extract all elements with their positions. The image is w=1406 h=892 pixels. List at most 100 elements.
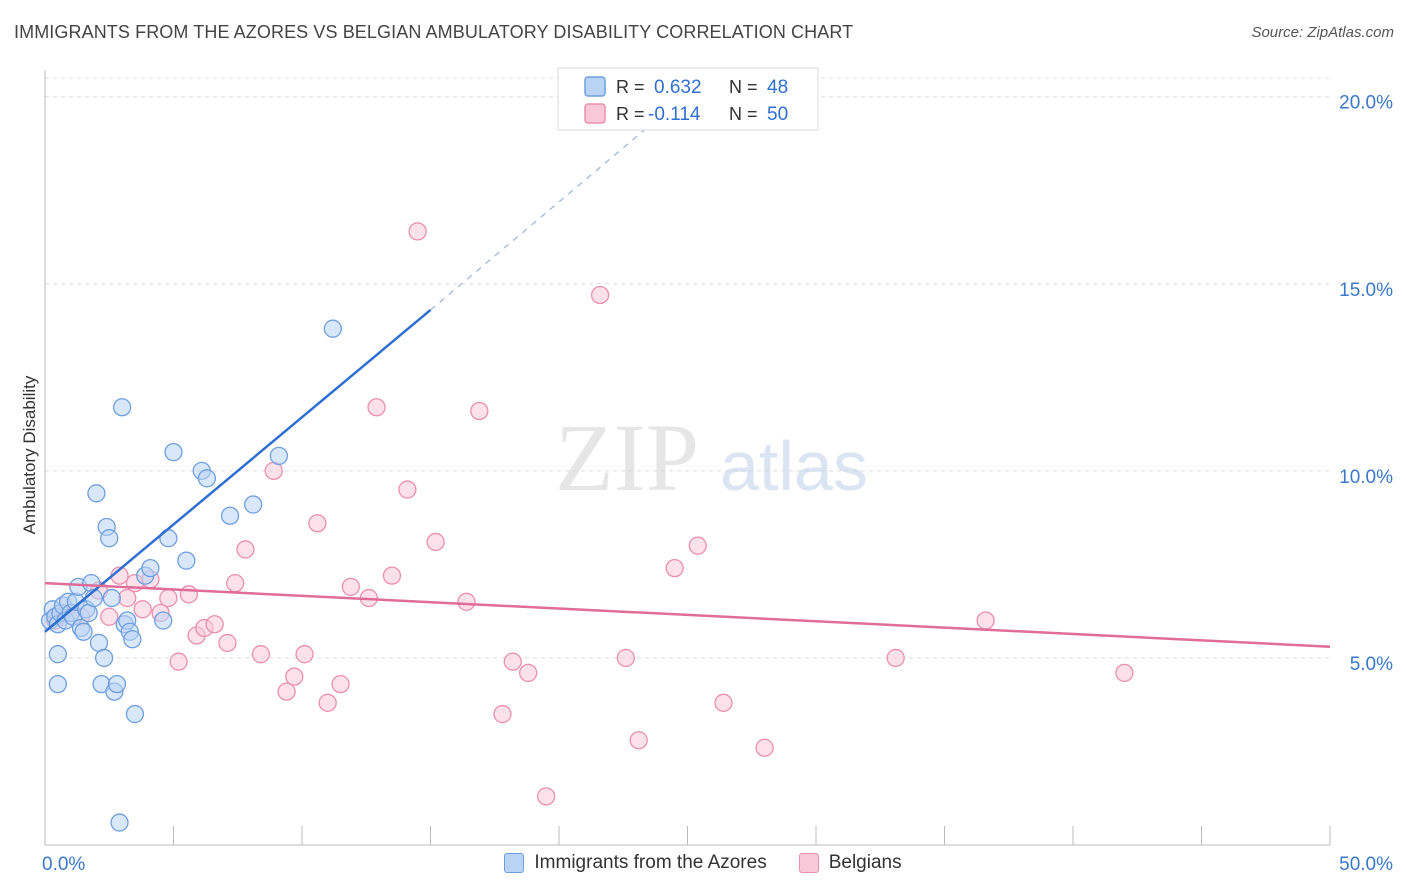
x-tick-labels: 0.0% 50.0% [42,854,1393,875]
azores-trend-line [44,309,432,633]
azores-point-45 [244,495,263,514]
belgians-point-23 [285,667,304,686]
belgians-point-33 [408,222,427,241]
belgians-point-41 [590,285,610,305]
legend-r-value-belgians: -0.114 [648,104,701,125]
y-axis-label: Ambulatory Disability [20,375,39,534]
belgians-point-11 [159,588,178,608]
belgians-point-28 [341,577,360,596]
azores-point-26 [107,674,127,694]
belgians-point-42 [616,648,635,668]
belgians-point-4 [100,607,119,626]
belgians-point-35 [457,592,476,611]
belgians-point-12 [169,652,188,671]
azores-point-41 [197,469,217,488]
belgians-point-43 [629,731,648,750]
legend-n-value-belgians: 50 [767,104,788,125]
belgians-point-45 [688,536,707,555]
belgians-points [46,222,1134,806]
legend-item-azores[interactable]: Immigrants from the Azores [504,852,767,874]
azores-point-24 [102,588,121,608]
belgians-point-20 [251,645,271,664]
axes [44,70,1331,846]
azores-point-27 [110,813,129,832]
belgians-point-8 [133,600,152,619]
legend-item-belgians[interactable]: Belgians [798,852,902,874]
legend-swatch-azores [584,76,606,97]
legend-swatch-belgians [584,103,606,124]
belgians-trend-line [44,581,1331,648]
legend-swatch-belgians-bottom [798,853,819,873]
belgians-point-30 [367,398,386,417]
azores-point-13 [74,622,93,641]
belgians-point-39 [519,663,538,683]
y-tick-labels: 5.0% 10.0% 15.0% 20.0% [1339,93,1393,675]
belgians-point-16 [205,615,224,634]
azores-point-43 [48,674,67,694]
chart-title: IMMIGRANTS FROM THE AZORES VS BELGIAN AM… [14,22,854,42]
legend-swatch-azores-bottom [504,853,525,873]
azores-points [40,319,342,832]
belgians-point-49 [976,611,995,630]
legend-n-value-azores: 48 [767,77,788,98]
y-tick-label-0: 5.0% [1350,654,1393,675]
legend-r-label-belgians: R = [616,104,645,124]
belgians-point-25 [308,514,327,533]
azores-point-32 [123,630,142,649]
watermark-zip: ZIP [555,404,699,511]
belgians-point-32 [398,480,417,499]
belgians-point-24 [295,645,314,664]
belgians-point-36 [470,401,489,421]
belgians-point-18 [226,573,245,593]
x-tick-label-0: 0.0% [42,854,85,875]
belgians-point-6 [118,588,137,608]
y-tick-label-2: 15.0% [1339,280,1393,301]
series-legend: Immigrants from the Azores Belgians [0,852,1406,874]
belgians-point-22 [277,682,296,701]
legend-r-value-azores: 0.632 [654,77,702,98]
watermark-atlas: atlas [720,427,868,505]
belgians-point-46 [714,693,733,712]
trend-lines [44,114,1331,648]
azores-point-42 [48,645,67,664]
azores-point-28 [112,398,132,417]
belgians-point-34 [426,532,445,552]
grid-lines [45,77,1330,659]
belgians-point-47 [755,738,774,757]
azores-point-44 [220,506,240,525]
belgians-point-50 [1115,663,1134,683]
y-tick-label-3: 20.0% [1339,93,1393,114]
azores-point-21 [94,648,114,668]
watermark: ZIP atlas [555,404,868,511]
azores-point-39 [177,551,196,570]
azores-point-33 [125,704,145,724]
belgians-point-44 [665,558,684,578]
belgians-point-19 [236,540,255,559]
belgians-point-48 [886,648,905,668]
azores-point-47 [323,319,342,338]
azores-point-36 [154,611,173,630]
stats-legend: R = 0.632 N = 48 R = -0.114 N = 50 [557,67,819,131]
x-tick-label-1: 50.0% [1339,854,1393,875]
belgians-point-40 [537,787,556,806]
legend-r-label-azores: R = [616,77,645,97]
belgians-point-26 [318,693,337,712]
azores-point-23 [100,529,119,548]
azores-point-38 [164,442,183,462]
legend-n-label-azores: N = [729,77,758,97]
legend-label-belgians: Belgians [828,852,902,873]
belgians-point-38 [503,652,522,671]
belgians-point-27 [331,674,350,694]
azores-point-35 [141,558,160,578]
belgians-point-37 [493,704,512,724]
source-credit: Source: ZipAtlas.com [1251,24,1394,41]
belgians-point-17 [218,633,237,653]
legend-n-label-belgians: N = [729,104,758,124]
azores-point-18 [87,484,106,503]
azores-point-46 [269,446,289,466]
legend-label-azores: Immigrants from the Azores [534,852,767,873]
belgians-point-13 [179,585,199,604]
azores-trend-extension [430,114,663,311]
y-tick-label-1: 10.0% [1339,467,1393,488]
